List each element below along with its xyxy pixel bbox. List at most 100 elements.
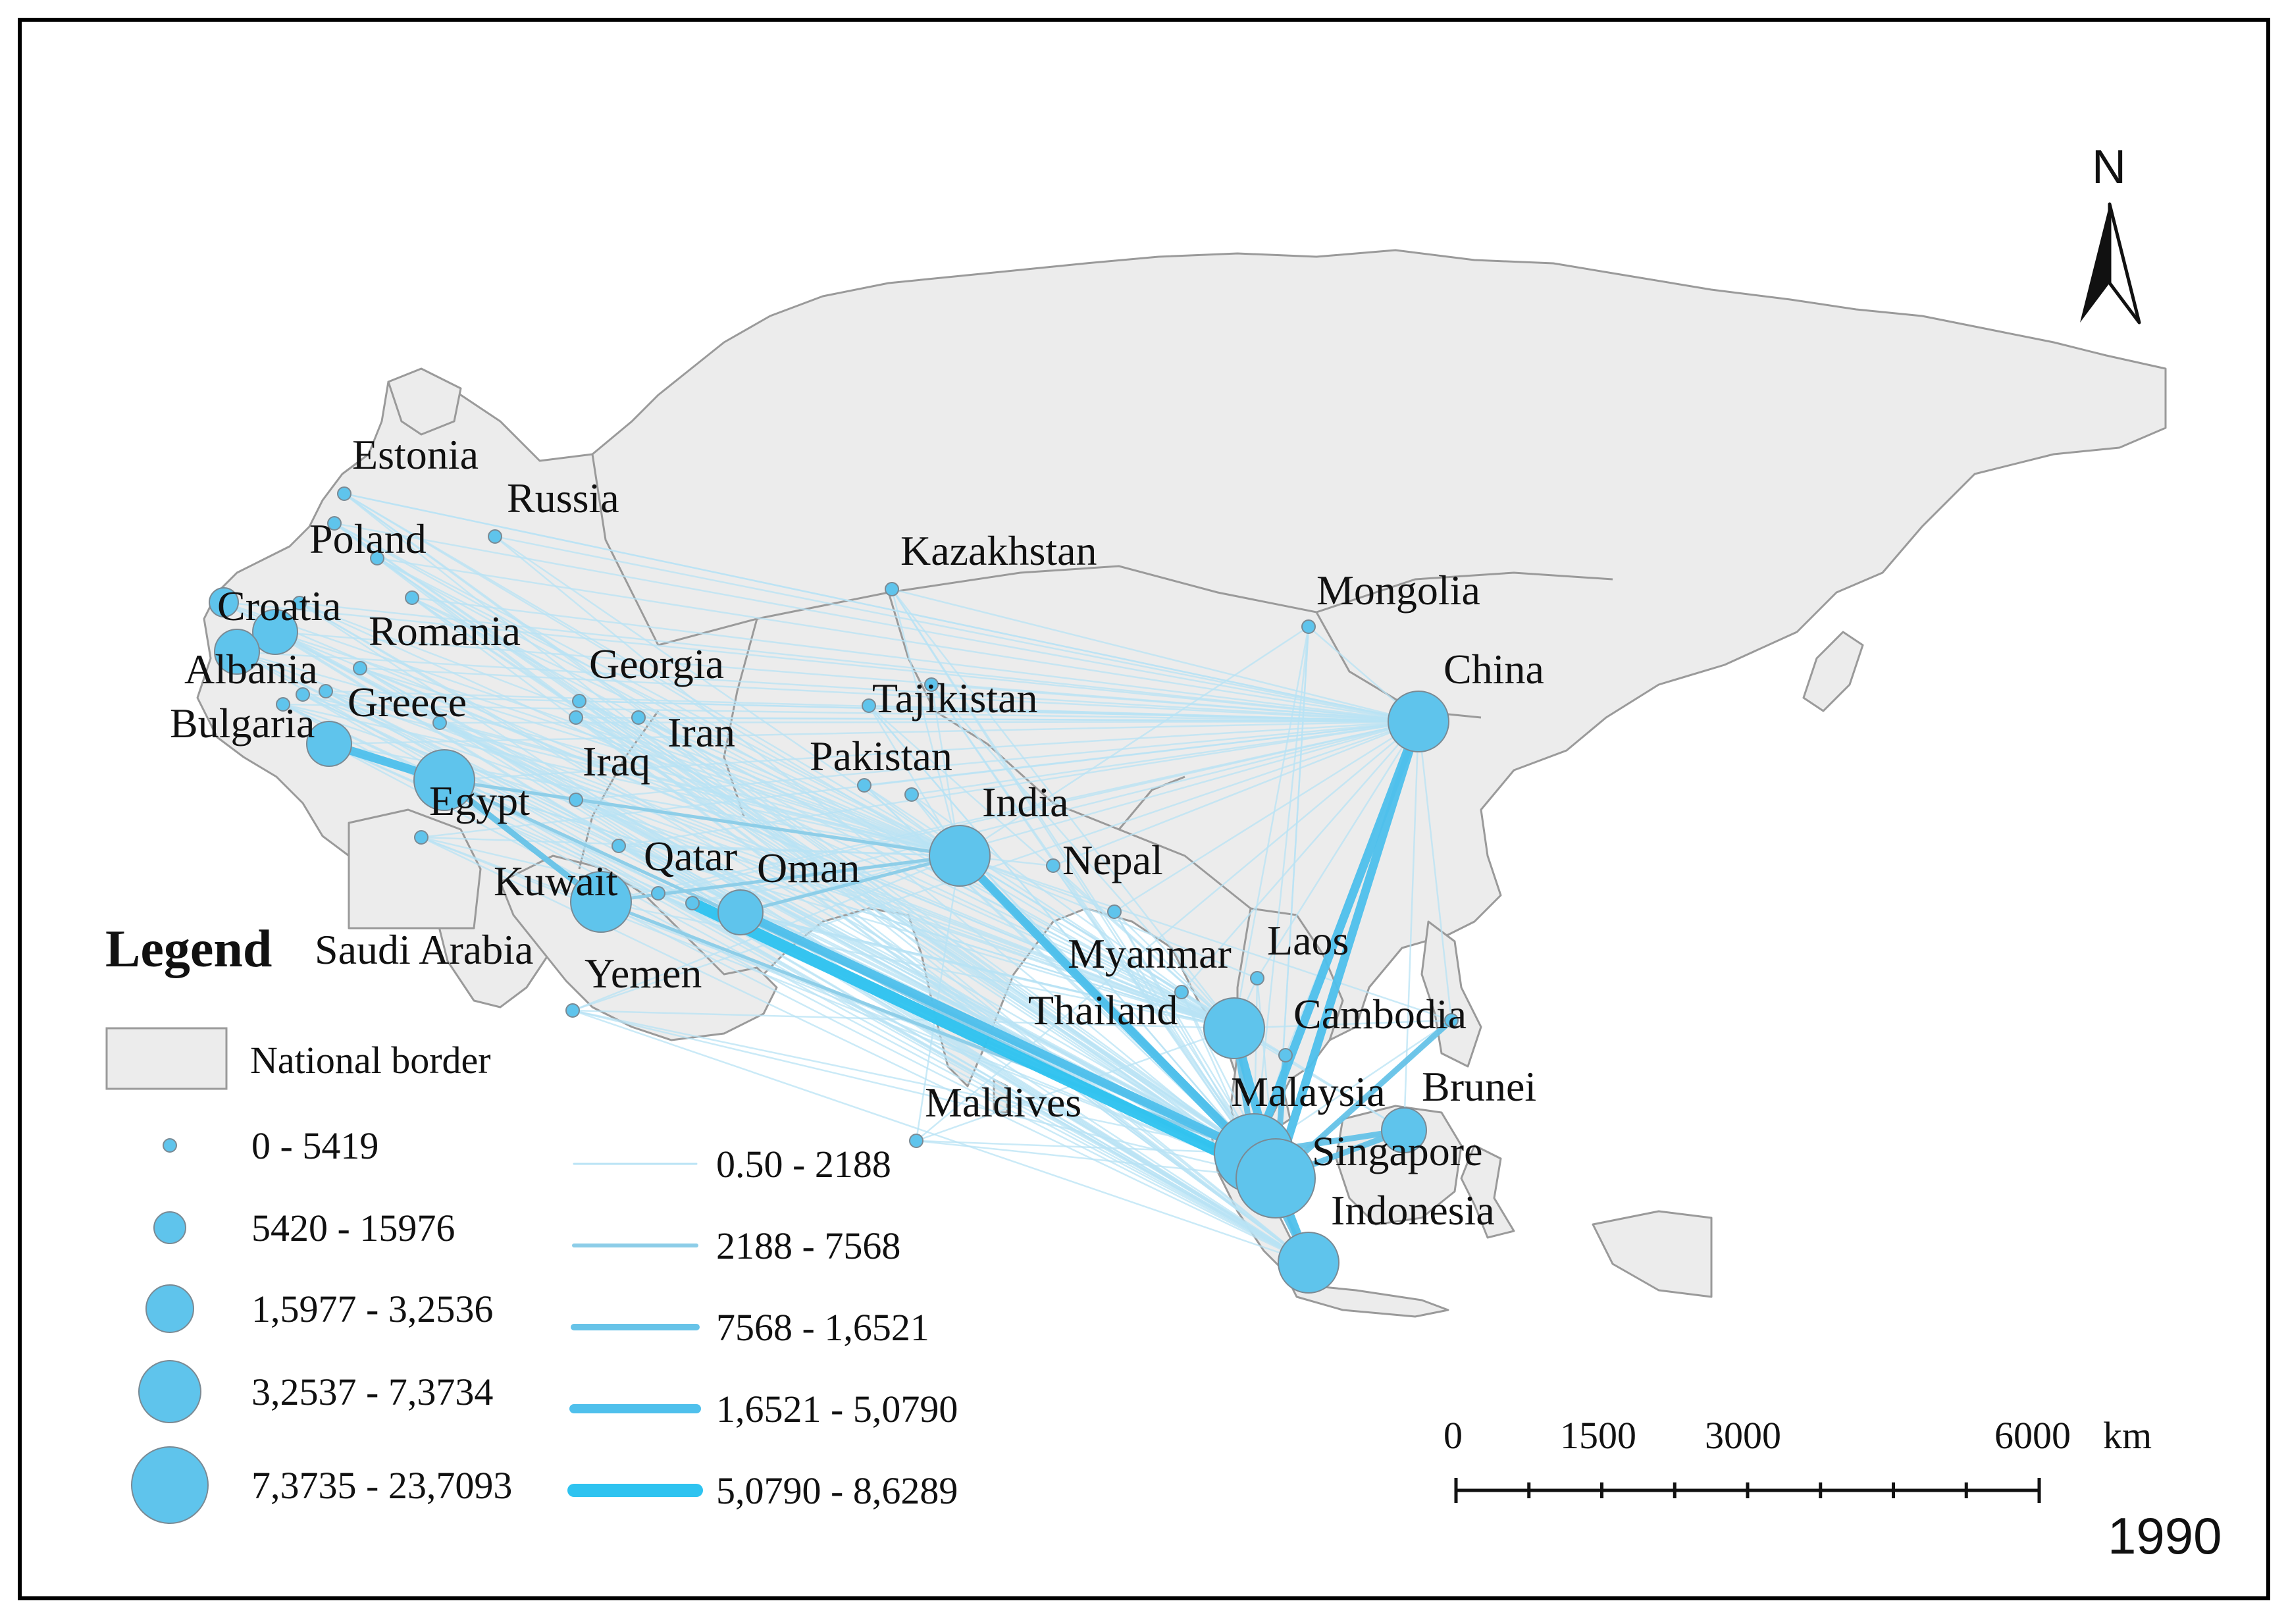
node-egypt (413, 749, 475, 811)
label-croatia: Croatia (217, 583, 341, 629)
label-cambodia: Cambodia (1293, 991, 1467, 1037)
flow-line-qatar2-indonesia (691, 902, 1310, 1264)
label-poland: Poland (309, 515, 427, 562)
node-albania (214, 629, 260, 675)
scale-bar: 0 1500 3000 6000 km (1443, 1414, 2152, 1503)
node-bulgaria (306, 721, 352, 767)
node-poland (327, 516, 342, 531)
label-romania: Romania (369, 608, 521, 654)
flow-line-egypt-china (443, 720, 1420, 781)
node-phil (1444, 1013, 1459, 1028)
label-indonesia: Indonesia (1331, 1187, 1495, 1234)
legend-border-label: National border (250, 1039, 491, 1082)
node-russia (488, 529, 502, 544)
node-estonia (337, 486, 351, 501)
legend-flow-label-4: 5,0790 - 8,6289 (716, 1469, 958, 1512)
flow-line-nepal-thailand (1052, 864, 1235, 1030)
node-thailand (1203, 997, 1265, 1059)
legend-node-label-2: 1,5977 - 3,2536 (251, 1288, 493, 1330)
north-arrow-icon (2080, 204, 2110, 323)
node-croatia2 (252, 609, 298, 655)
legend-title: Legend (105, 920, 272, 978)
flow-line-georgia2-india (575, 716, 961, 857)
legend-flow-classes: 0.50 - 2188 2188 - 7568 7568 - 1,6521 1,652… (567, 1143, 958, 1512)
flow-line-oman-thailand (739, 911, 1235, 1030)
legend-flow-label-1: 2188 - 7568 (716, 1224, 900, 1267)
label-nepal: Nepal (1062, 837, 1163, 883)
border-line (1118, 775, 1185, 830)
flow-line-phil-thailand (1233, 1019, 1453, 1030)
node-romania (405, 590, 419, 605)
node-tajikistan (862, 698, 876, 713)
label-tajikistan: Tajikistan (872, 675, 1037, 721)
philippines-islands (1420, 920, 1482, 1068)
flow-line-croatia-china (222, 601, 1420, 723)
node-oman (717, 889, 764, 935)
flow-line-oman-india (739, 854, 962, 914)
flow-line-iraq-malaysia (575, 799, 1255, 1155)
flow-line-poland-china (333, 522, 1420, 723)
node-yemen (565, 1003, 580, 1018)
node-bg3 (296, 687, 310, 702)
legend-flow-label-2: 7568 - 1,6521 (716, 1306, 929, 1349)
flow-line-albania2-india (298, 602, 961, 857)
node-bg2 (276, 697, 290, 712)
flow-line-mongolia-malaysia (1253, 625, 1310, 1155)
flow-line-maldives-india (915, 854, 961, 1142)
node-myanmar (1174, 985, 1189, 999)
node-qatar (651, 886, 665, 901)
flow-line-maldives-china (915, 720, 1420, 1142)
flow-line-estonia-india (343, 492, 961, 857)
scale-label-0: 0 (1443, 1414, 1463, 1457)
flow-line-qatar2-singapore (687, 897, 1282, 1184)
flow-line-kazakhstan-india (891, 588, 961, 857)
node-georgia (572, 694, 586, 708)
node-nepal2 (1107, 904, 1122, 919)
node-greece (353, 661, 367, 675)
flow-line-india-singapore (955, 851, 1280, 1183)
north-arrow: N (2080, 141, 2141, 325)
node-saudi (611, 839, 626, 853)
legend-node-classes: 0 - 5419 5420 - 15976 1,5977 - 3,2536 3,253… (131, 1124, 512, 1524)
flow-line-maldives-singapore (915, 1139, 1277, 1180)
label-iraq: Iraq (583, 738, 650, 785)
flow-line-laos-india (958, 854, 1259, 980)
flow-line-iraq-thailand (575, 799, 1235, 1030)
flow-line-brunei-thailand (1233, 1027, 1405, 1132)
flow-line-poland-india (333, 522, 961, 857)
flow-line-maldives-malaysia (915, 1139, 1255, 1155)
scale-label-6000: 6000 (1994, 1414, 2071, 1457)
label-bulgaria: Bulgaria (170, 700, 315, 747)
label-russia: Russia (507, 475, 619, 521)
flow-line-egypt-indonesia (443, 779, 1310, 1264)
node-layer (209, 486, 1459, 1294)
flow-line-poland2-india (376, 557, 961, 857)
flow-line-iraq-china (575, 720, 1420, 801)
label-iran: Iran (667, 709, 735, 756)
flow-line-russia-china (494, 535, 1420, 723)
label-kazakhstan: Kazakhstan (900, 527, 1097, 574)
label-laos: Laos (1267, 917, 1349, 964)
node-maldives (909, 1134, 923, 1148)
label-brunei: Brunei (1422, 1063, 1536, 1110)
flow-line-greece-thailand (359, 667, 1235, 1030)
flow-line-greece-china (359, 667, 1420, 723)
node-egypt2 (414, 830, 429, 845)
label-layer: Estonia Russia Poland Croatia Romania Al… (170, 431, 1544, 1234)
scale-label-3000: 3000 (1705, 1414, 1781, 1457)
flow-line-bulgaria-china (328, 720, 1420, 745)
flow-line-greece-india (359, 667, 961, 857)
flow-line-pak2-china (910, 720, 1420, 796)
legend-node-3 (138, 1360, 201, 1423)
flow-line-iran-singapore (637, 716, 1277, 1180)
label-kuwait: Kuwait (494, 858, 618, 904)
flow-line-estonia-thailand (343, 492, 1235, 1030)
legend-border-swatch (105, 1027, 228, 1090)
flow-line-georgia-singapore (578, 700, 1277, 1180)
legend-node-label-3: 3,2537 - 7,3734 (251, 1371, 493, 1413)
node-mongolia (1301, 619, 1316, 634)
legend-node-2 (145, 1284, 194, 1333)
flow-line-saudi-thailand (617, 845, 1235, 1030)
flow-line-mongolia-thailand (1233, 625, 1310, 1030)
